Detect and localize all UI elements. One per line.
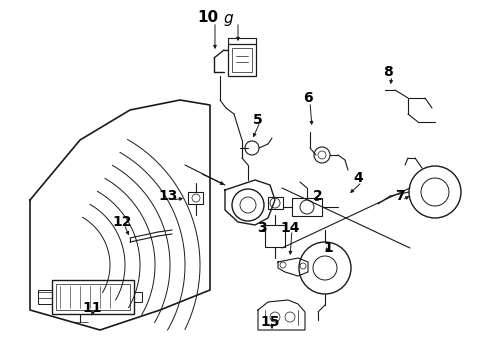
Bar <box>56 284 130 310</box>
Text: 12: 12 <box>112 215 132 229</box>
Text: 8: 8 <box>383 65 393 79</box>
Text: 2: 2 <box>313 189 323 203</box>
Text: 1: 1 <box>323 241 333 255</box>
Text: 14: 14 <box>280 221 300 235</box>
Text: g: g <box>223 10 233 26</box>
Text: 4: 4 <box>353 171 363 185</box>
Bar <box>38 290 52 304</box>
Bar <box>188 192 203 204</box>
Text: 7: 7 <box>395 189 405 203</box>
Text: 10: 10 <box>197 10 219 26</box>
Text: 5: 5 <box>253 113 263 127</box>
Bar <box>265 225 285 247</box>
Text: 3: 3 <box>257 221 267 235</box>
Bar <box>228 44 256 76</box>
Text: 11: 11 <box>82 301 102 315</box>
Text: 13: 13 <box>158 189 178 203</box>
Bar <box>232 48 252 72</box>
Text: 15: 15 <box>260 315 280 329</box>
Bar <box>292 198 322 216</box>
Bar <box>134 292 142 302</box>
Bar <box>268 197 283 209</box>
Bar <box>52 280 134 314</box>
Text: 6: 6 <box>303 91 313 105</box>
